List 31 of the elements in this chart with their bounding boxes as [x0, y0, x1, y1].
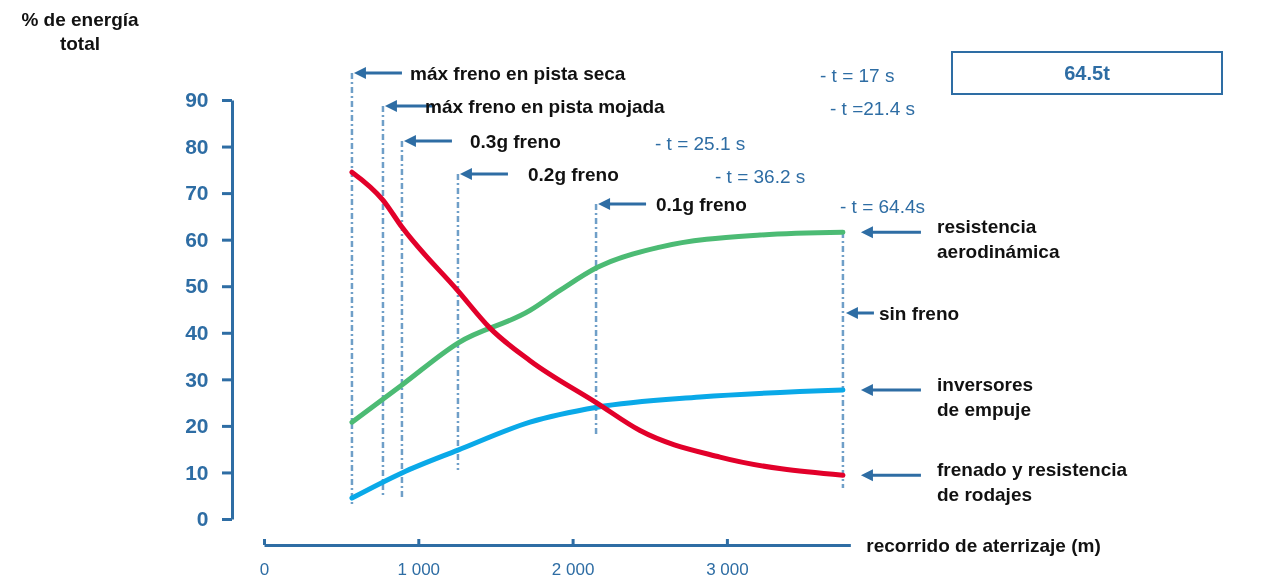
x-tick-label: 2 000 [551, 560, 595, 580]
y-tick-label: 10 [185, 460, 209, 484]
text: frenado y resistencia de rodajes [937, 459, 1128, 505]
y-tick-label: 90 [185, 88, 209, 112]
ref-line-label: 0.1g freno [656, 194, 747, 215]
x-tick-label: 1 000 [397, 560, 441, 580]
text: resistencia aerodinámica [937, 216, 1060, 262]
text: inversores de empuje [937, 374, 1034, 420]
y-tick-label: 50 [185, 274, 209, 298]
y-tick-label: 20 [185, 414, 209, 438]
y-tick-label: 70 [185, 181, 209, 205]
annotation: - t = 64.4s [840, 196, 926, 217]
y-tick-label: 0 [196, 507, 209, 531]
y-tick-label: 60 [185, 227, 209, 251]
ref-line-label: 0.3g freno [470, 131, 561, 152]
y-tick-label: 40 [185, 321, 209, 344]
text: - t = 17 s [820, 65, 895, 86]
y-axis-title: % de energía total [21, 9, 140, 54]
ref-line-label: máx freno en pista mojada [425, 96, 666, 117]
y-tick-label: 30 [185, 367, 209, 391]
y-tick-label: 80 [185, 134, 209, 158]
ref-line-label: máx freno en pista seca [410, 63, 626, 84]
annotation: - t = 36.2 s [715, 166, 806, 187]
ref-line-label: sin freno [878, 303, 960, 324]
x-tick-label: 0 [259, 560, 270, 580]
annotation: - t = 25.1 s [655, 133, 746, 154]
text: 64.5t [1064, 62, 1111, 84]
x-axis-title: recorrido de aterrizaje (m) [866, 535, 1101, 556]
x-tick-label: 3 000 [706, 560, 749, 580]
ref-line-label: 0.2g freno [528, 164, 619, 185]
annotation: - t =21.4 s [830, 98, 916, 119]
